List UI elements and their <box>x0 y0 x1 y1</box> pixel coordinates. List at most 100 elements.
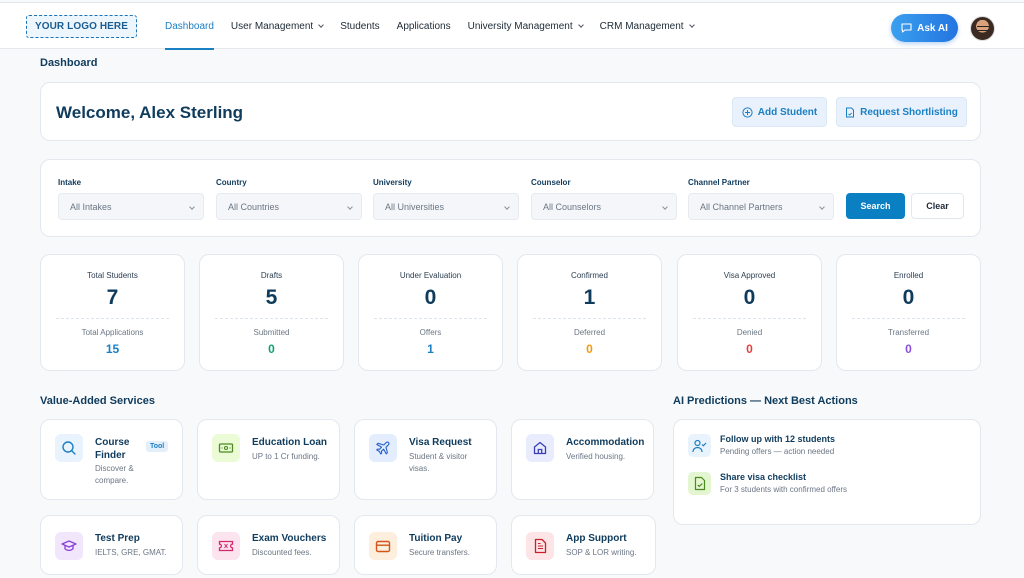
service-accommodation[interactable]: Accommodation Verified housing. <box>511 419 654 500</box>
chevron-down-icon <box>189 204 195 210</box>
service-tuition-pay[interactable]: Tuition Pay Secure transfers. <box>354 515 497 575</box>
main-nav: Dashboard User Management Students Appli… <box>165 3 711 50</box>
stat-card-enrolled[interactable]: Enrolled 0 Transferred 0 <box>836 254 981 371</box>
nav-user-management[interactable]: User Management <box>230 3 325 49</box>
stat-divider <box>374 318 487 319</box>
stat-sub-value: 0 <box>746 342 753 356</box>
ai-action-subtitle: For 3 students with confirmed offers <box>720 485 848 494</box>
intake-select[interactable]: All Intakes <box>58 193 204 220</box>
university-filter: University All Universities <box>373 178 519 220</box>
stat-card-total-students[interactable]: Total Students 7 Total Applications 15 <box>40 254 185 371</box>
nav-label: University Management <box>467 20 573 32</box>
document-icon <box>526 532 554 560</box>
stat-card-confirmed[interactable]: Confirmed 1 Deferred 0 <box>517 254 662 371</box>
ai-predictions-heading: AI Predictions — Next Best Actions <box>673 395 858 407</box>
nav-label: CRM Management <box>599 20 684 32</box>
stat-value: 0 <box>743 286 756 309</box>
ai-action-title: Follow up with 12 students <box>720 434 836 444</box>
nav-crm-management[interactable]: CRM Management <box>599 3 695 49</box>
file-check-icon <box>688 472 711 495</box>
stat-title: Total Students <box>87 271 138 280</box>
welcome-heading: Welcome, Alex Sterling <box>56 103 244 122</box>
request-shortlisting-button[interactable]: Request Shortlisting <box>836 97 967 127</box>
service-test-prep[interactable]: Test Prep IELTS, GRE, GMAT. <box>40 515 183 575</box>
plane-icon <box>369 434 397 462</box>
request-shortlisting-label: Request Shortlisting <box>860 106 958 118</box>
ai-predictions-card: Follow up with 12 students Pending offer… <box>673 419 981 525</box>
search-button[interactable]: Search <box>846 193 905 219</box>
service-education-loan[interactable]: Education Loan UP to 1 Cr funding. <box>197 419 340 500</box>
ask-ai-button[interactable]: Ask AI <box>891 14 958 42</box>
user-avatar[interactable] <box>970 16 995 41</box>
stat-title: Enrolled <box>893 271 924 280</box>
stat-card-under-evaluation[interactable]: Under Evaluation 0 Offers 1 <box>358 254 503 371</box>
counselor-filter: Counselor All Counselors <box>531 178 677 220</box>
nav-university-management[interactable]: University Management <box>467 3 584 49</box>
chevron-down-icon <box>318 21 325 28</box>
service-name: Course Finder <box>95 437 130 461</box>
counselor-select[interactable]: All Counselors <box>531 193 677 220</box>
service-name: Accommodation <box>566 437 645 448</box>
stat-sub-value: 0 <box>905 342 912 356</box>
stat-card-drafts[interactable]: Drafts 5 Submitted 0 <box>199 254 344 371</box>
select-value: All Channel Partners <box>700 201 783 212</box>
service-exam-vouchers[interactable]: Exam Vouchers Discounted fees. <box>197 515 340 575</box>
intake-label: Intake <box>58 178 82 187</box>
select-value: All Universities <box>385 201 445 212</box>
nav-students[interactable]: Students <box>340 3 379 49</box>
home-icon <box>526 434 554 462</box>
chevron-down-icon <box>688 21 695 28</box>
clear-button[interactable]: Clear <box>911 193 964 219</box>
service-name: Exam Vouchers <box>252 533 327 544</box>
stat-title: Confirmed <box>571 271 608 280</box>
service-desc: Discounted fees. <box>252 548 312 557</box>
country-select[interactable]: All Countries <box>216 193 362 220</box>
stat-value: 7 <box>106 286 119 309</box>
stat-title: Under Evaluation <box>399 271 462 280</box>
stat-sub-title: Transferred <box>887 328 930 337</box>
service-name: App Support <box>566 533 627 544</box>
nav-label: Applications <box>396 20 451 32</box>
stat-sub-value: 0 <box>268 342 275 356</box>
service-course-finder[interactable]: Course Finder Tool Discover & compare. <box>40 419 183 500</box>
top-navbar: YOUR LOGO HERE Dashboard User Management… <box>0 2 1024 50</box>
service-app-support[interactable]: App Support SOP & LOR writing. <box>511 515 656 575</box>
chevron-down-icon <box>819 204 825 210</box>
services-heading: Value-Added Services <box>40 395 155 407</box>
ai-action-title: Share visa checklist <box>720 472 807 482</box>
service-name: Visa Request <box>409 437 472 448</box>
ai-action-subtitle: Pending offers — action needed <box>720 447 835 456</box>
select-value: All Countries <box>228 201 280 212</box>
stat-card-visa-approved[interactable]: Visa Approved 0 Denied 0 <box>677 254 822 371</box>
service-desc: Verified housing. <box>566 452 626 461</box>
channel-partner-filter: Channel Partner All Channel Partners <box>688 178 834 220</box>
nav-applications[interactable]: Applications <box>397 3 451 49</box>
search-icon <box>55 434 83 462</box>
nav-label: User Management <box>230 20 314 32</box>
nav-dashboard[interactable]: Dashboard <box>165 3 214 50</box>
stat-sub-value: 1 <box>427 342 434 356</box>
service-desc: Student & visitor visas. <box>409 452 468 473</box>
chevron-down-icon <box>577 21 584 28</box>
chevron-down-icon <box>347 204 353 210</box>
university-select[interactable]: All Universities <box>373 193 519 220</box>
university-label: University <box>373 178 412 187</box>
channel-partner-select[interactable]: All Channel Partners <box>688 193 834 220</box>
tool-badge: Tool <box>146 441 169 452</box>
filters-card: Intake All Intakes Country All Countries… <box>40 159 981 237</box>
stat-divider <box>533 318 646 319</box>
user-check-icon <box>688 434 711 457</box>
stat-divider <box>693 318 806 319</box>
stat-divider <box>56 318 169 319</box>
service-visa-request[interactable]: Visa Request Student & visitor visas. <box>354 419 497 500</box>
stat-value: 5 <box>265 286 278 309</box>
stat-value: 0 <box>424 286 437 309</box>
intake-filter: Intake All Intakes <box>58 178 204 220</box>
counselor-label: Counselor <box>531 178 571 187</box>
add-student-button[interactable]: Add Student <box>732 97 827 127</box>
logo-placeholder[interactable]: YOUR LOGO HERE <box>26 15 137 38</box>
stat-title: Drafts <box>260 271 283 280</box>
chat-bubble-icon <box>901 23 912 33</box>
stat-divider <box>852 318 965 319</box>
channel-partner-label: Channel Partner <box>688 178 750 187</box>
